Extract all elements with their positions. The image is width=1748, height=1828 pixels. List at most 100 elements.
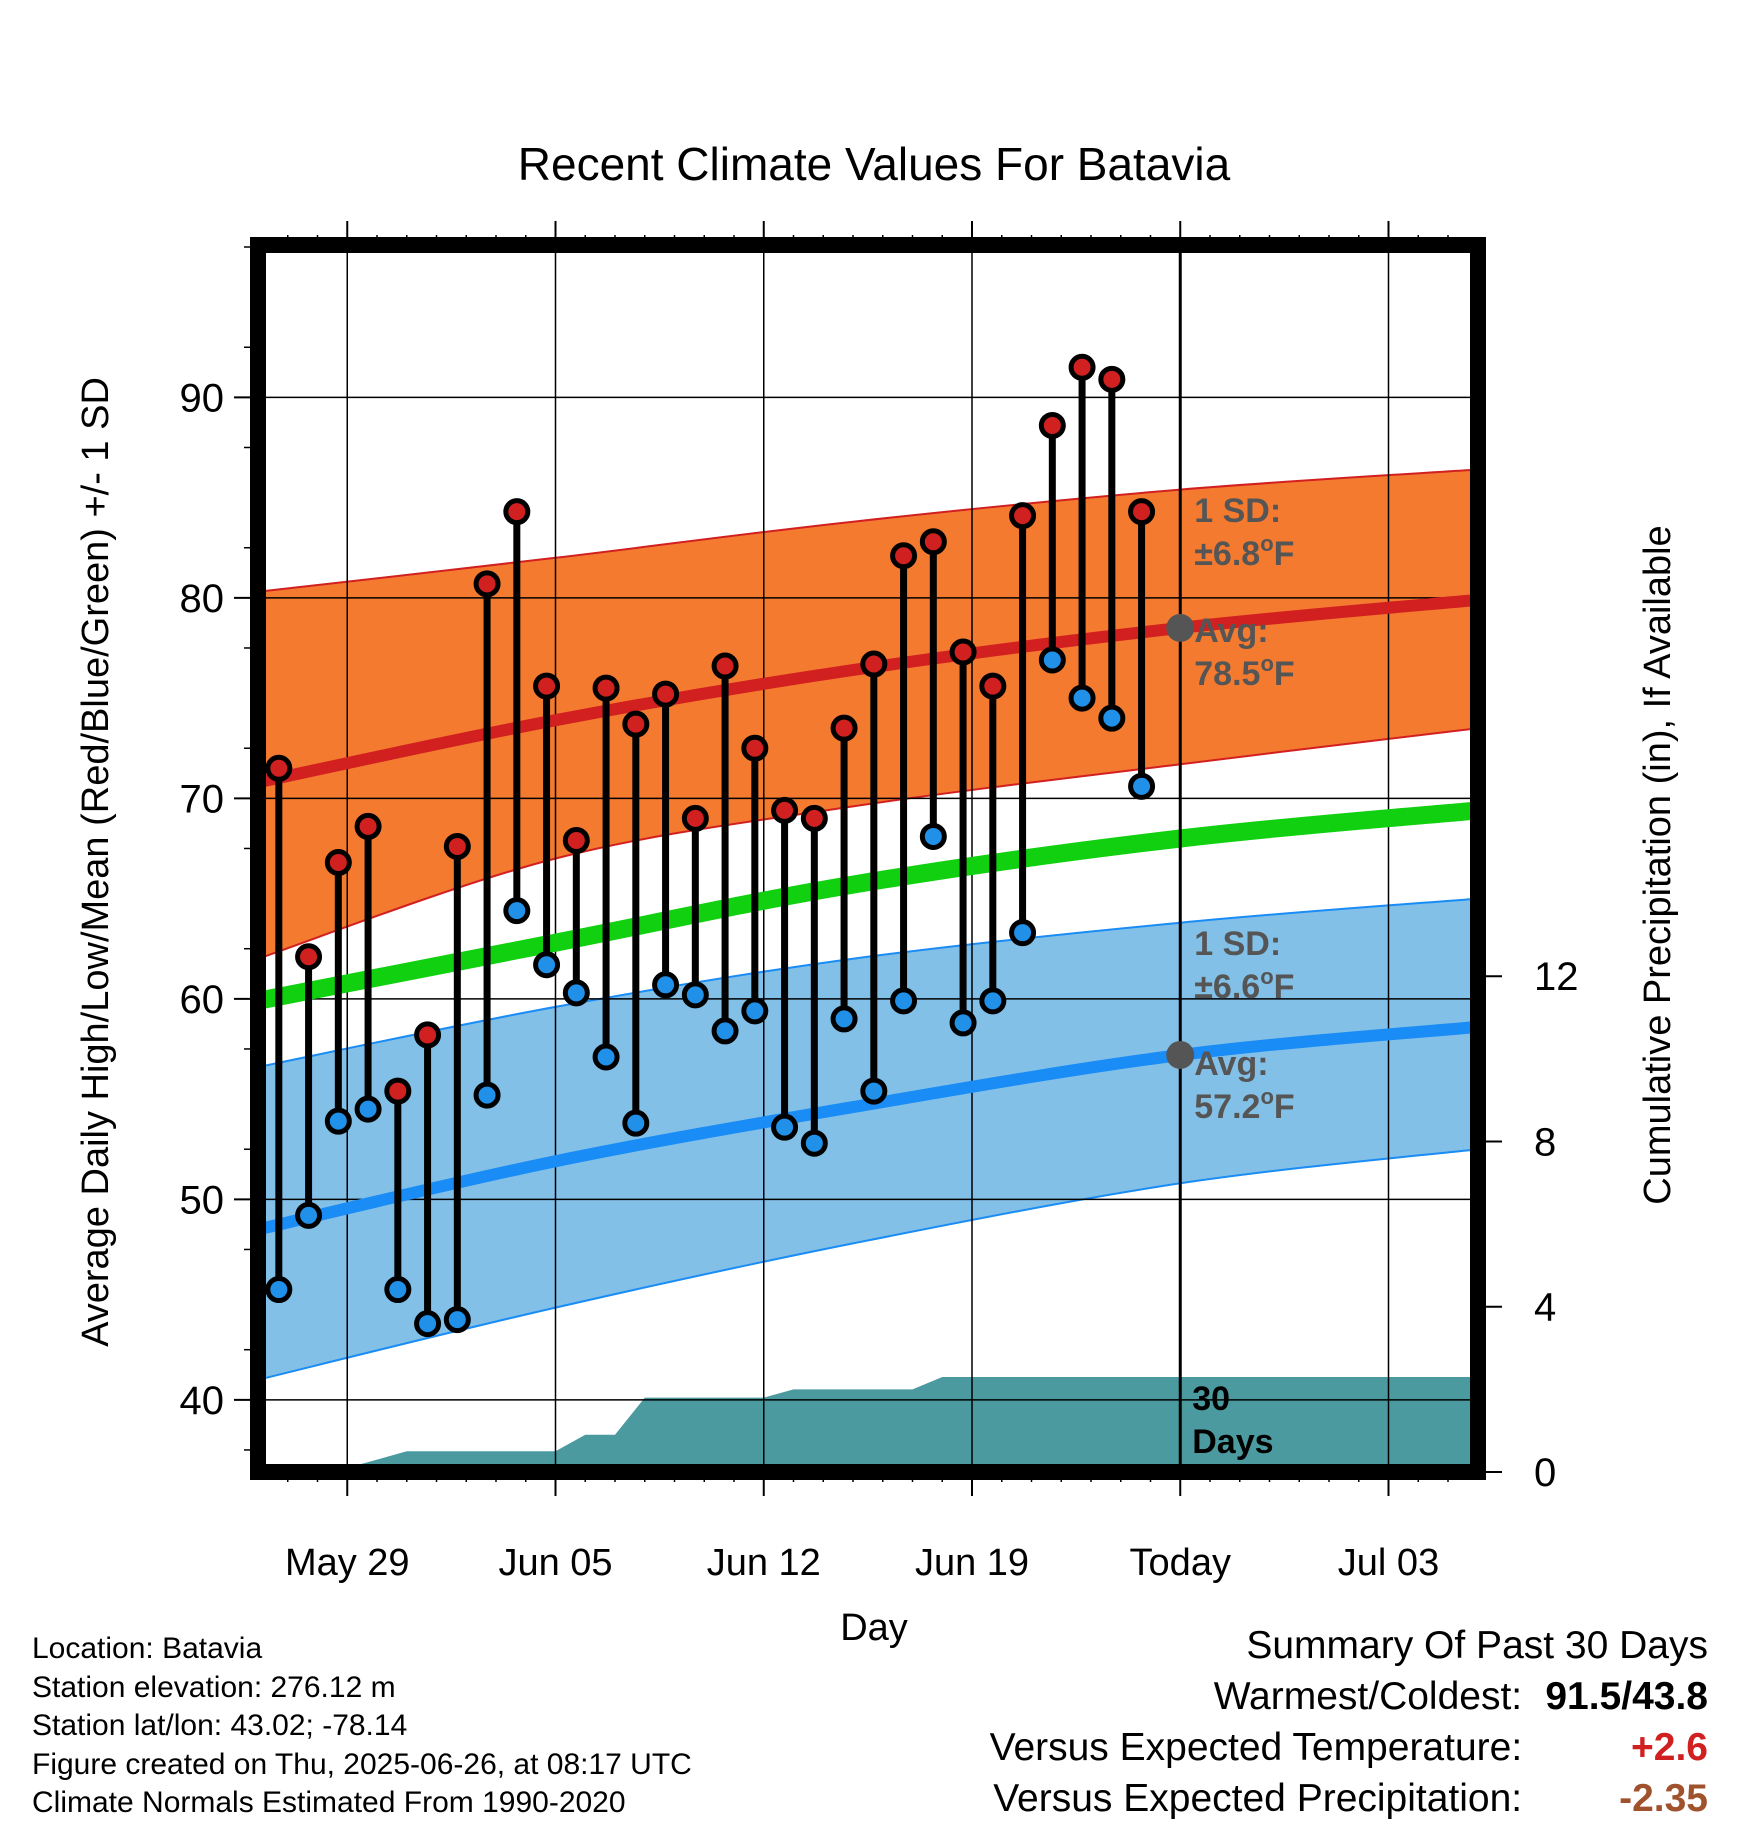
plot-frame bbox=[250, 237, 1486, 1480]
high-point bbox=[443, 832, 471, 860]
x-tick-label: Today bbox=[1130, 1542, 1231, 1584]
location-text: Location: Batavia bbox=[32, 1632, 263, 1665]
low-avg-label: Avg: bbox=[1194, 1045, 1268, 1083]
low-point bbox=[265, 1276, 293, 1304]
high-point bbox=[473, 570, 501, 598]
unit-f: F bbox=[1274, 1088, 1295, 1126]
low-point bbox=[800, 1129, 828, 1157]
high-avg-value: 78.5oF bbox=[1194, 651, 1294, 693]
created-text: Figure created on Thu, 2025-06-26, at 08… bbox=[32, 1747, 692, 1781]
low-avg-value: 57.2oF bbox=[1194, 1084, 1294, 1126]
x-tick-label: Jun 12 bbox=[707, 1542, 821, 1584]
high-mean-line bbox=[256, 593, 1479, 789]
today-high-normal-marker bbox=[1166, 613, 1195, 642]
unit-f: F bbox=[1274, 535, 1295, 573]
normals-text: Climate Normals Estimated From 1990-2020 bbox=[32, 1786, 626, 1819]
y-tick-label: 90 bbox=[180, 376, 225, 420]
high-avg-label: Avg: bbox=[1194, 612, 1268, 650]
low-point bbox=[860, 1077, 888, 1105]
low-point bbox=[1038, 646, 1066, 674]
y2-tick-label: 4 bbox=[1534, 1286, 1556, 1330]
high-point bbox=[800, 804, 828, 832]
warmest-label: Warmest/Coldest: bbox=[1213, 1675, 1523, 1718]
high-point bbox=[324, 849, 352, 877]
low-point bbox=[414, 1310, 442, 1338]
y2-tick-label: 0 bbox=[1534, 1451, 1556, 1495]
summary-temp-row: Versus Expected Temperature: +2.6 bbox=[990, 1722, 1708, 1773]
low-point bbox=[890, 987, 918, 1015]
low-point bbox=[473, 1081, 501, 1109]
high-point bbox=[1128, 498, 1156, 526]
degree-sign: o bbox=[1260, 651, 1273, 676]
summary-panel: Summary Of Past 30 Days Warmest/Coldest:… bbox=[990, 1620, 1708, 1824]
latlon-text: Station lat/lon: 43.02; -78.14 bbox=[32, 1709, 408, 1742]
y2-tick-label: 12 bbox=[1534, 955, 1579, 999]
summary-title: Summary Of Past 30 Days bbox=[1246, 1624, 1708, 1667]
high-point bbox=[830, 714, 858, 742]
high-point bbox=[890, 542, 918, 570]
low-sd-value: ±6.6oF bbox=[1194, 964, 1294, 1006]
high-point bbox=[1038, 411, 1066, 439]
high-point bbox=[265, 754, 293, 782]
high-point bbox=[860, 650, 888, 678]
high-point bbox=[295, 943, 323, 971]
high-point bbox=[919, 528, 947, 556]
low-point bbox=[295, 1201, 323, 1229]
high-point bbox=[622, 710, 650, 738]
low-point bbox=[1128, 772, 1156, 800]
y-tick-label: 80 bbox=[180, 577, 225, 621]
low-sd-label: 1 SD: bbox=[1194, 925, 1281, 963]
high-sd-label: 1 SD: bbox=[1194, 492, 1281, 530]
summary-precip-row: Versus Expected Precipitation: -2.35 bbox=[990, 1773, 1708, 1824]
low-point bbox=[1068, 684, 1096, 712]
low-point bbox=[711, 1017, 739, 1045]
temp-label: Versus Expected Temperature: bbox=[989, 1726, 1523, 1769]
elevation-text: Station elevation: 276.12 m bbox=[32, 1670, 396, 1704]
low-point bbox=[979, 987, 1007, 1015]
station-info: Location: Batavia Station elevation: 276… bbox=[32, 1630, 692, 1823]
low-point bbox=[949, 1009, 977, 1037]
high-point bbox=[354, 812, 382, 840]
precip-area bbox=[258, 1377, 1472, 1472]
high-point bbox=[771, 796, 799, 824]
low-point bbox=[443, 1306, 471, 1334]
x-tick-label: Jul 03 bbox=[1338, 1542, 1439, 1584]
high-sd-value: ±6.8oF bbox=[1194, 531, 1294, 573]
low-point bbox=[533, 951, 561, 979]
low-point bbox=[354, 1095, 382, 1123]
high-point bbox=[1009, 502, 1037, 530]
y-tick-label: 70 bbox=[180, 777, 225, 821]
y-axis-label: Average Daily High/Low/Mean (Red/Blue/Gr… bbox=[75, 377, 117, 1347]
high-point bbox=[1098, 365, 1126, 393]
precip-label: Versus Expected Precipitation: bbox=[993, 1777, 1523, 1820]
precip-days-label: Days bbox=[1192, 1423, 1273, 1461]
degree-sign: o bbox=[1260, 964, 1273, 989]
high-point bbox=[711, 652, 739, 680]
high-point bbox=[681, 804, 709, 832]
high-point bbox=[979, 672, 1007, 700]
today-low-normal-marker bbox=[1166, 1040, 1195, 1069]
high-point bbox=[503, 498, 531, 526]
low-point bbox=[1009, 919, 1037, 947]
warmest-value: 91.5/43.8 bbox=[1545, 1675, 1708, 1718]
low-point bbox=[771, 1113, 799, 1141]
low-point bbox=[681, 981, 709, 1009]
y2-tick-label: 8 bbox=[1534, 1120, 1556, 1164]
degree-sign: o bbox=[1260, 531, 1273, 556]
low-point bbox=[919, 822, 947, 850]
low-point bbox=[652, 971, 680, 999]
y-tick-label: 50 bbox=[180, 1178, 225, 1222]
low-point bbox=[503, 897, 531, 925]
high-point bbox=[741, 734, 769, 762]
high-point bbox=[562, 826, 590, 854]
summary-warmest-row: Warmest/Coldest: 91.5/43.8 bbox=[990, 1671, 1708, 1722]
low-point bbox=[741, 997, 769, 1025]
precip-days-label: 30 bbox=[1192, 1380, 1230, 1418]
high-point bbox=[1068, 353, 1096, 381]
low-point bbox=[324, 1107, 352, 1135]
y-tick-label: 60 bbox=[180, 978, 225, 1022]
low-point bbox=[592, 1043, 620, 1071]
high-point bbox=[414, 1021, 442, 1049]
high-point bbox=[949, 638, 977, 666]
